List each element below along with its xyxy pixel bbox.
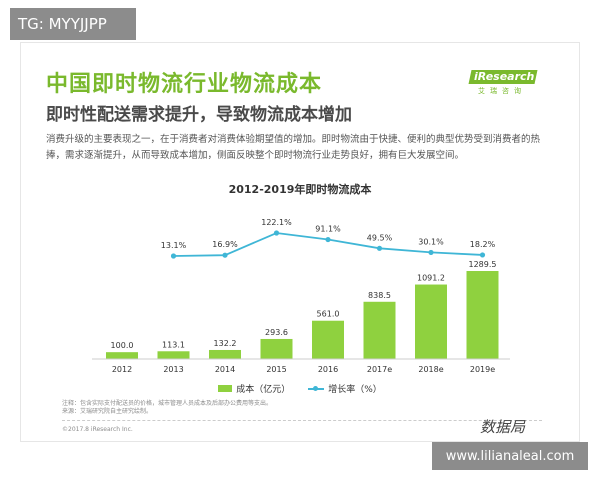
slide-description: 消费升级的主要表现之一，在于消费者对消费体验期望值的增加。即时物流由于快捷、便利… xyxy=(46,134,541,161)
copyright: ©2017.8 iResearch Inc. xyxy=(62,426,133,433)
slide-subtitle: 即时性配送需求提升，导致物流成本增加 xyxy=(46,105,352,125)
logo-text: iResearch xyxy=(474,70,535,83)
x-tick-2016: 2016 xyxy=(318,365,338,374)
bar-2017e xyxy=(363,301,396,359)
legend-bar-swatch xyxy=(218,385,233,392)
slide-title: 中国即时物流行业物流成本 xyxy=(46,72,323,97)
x-tick-2018e: 2018e xyxy=(418,365,443,374)
bar-2014 xyxy=(209,349,241,359)
growth-point-2019e xyxy=(479,252,486,258)
bar-2012 xyxy=(106,352,138,359)
logo-subtext: 艾瑞咨询 xyxy=(478,87,526,95)
bar-label-2013: 113.1 xyxy=(162,340,185,349)
bar-2015 xyxy=(260,338,293,359)
legend-label-cost: 成本（亿元） xyxy=(236,385,291,395)
growth-label-2015: 122.1% xyxy=(261,218,292,227)
legend-item-growth: 增长率（%） xyxy=(308,382,382,395)
watermark-logo: 数据局 xyxy=(480,418,526,436)
bar-label-2017e: 838.5 xyxy=(368,291,391,300)
footer-divider xyxy=(62,420,542,421)
bar-label-2018e: 1091.2 xyxy=(417,274,445,283)
bar-label-2014: 132.2 xyxy=(214,339,237,348)
growth-point-2014 xyxy=(222,252,228,258)
bar-2019e xyxy=(466,271,499,359)
bar-label-2012: 100.0 xyxy=(111,341,134,350)
bar-2013 xyxy=(157,351,190,359)
growth-point-2016 xyxy=(325,236,331,243)
bar-label-2015: 293.6 xyxy=(265,328,288,337)
growth-label-2013: 13.1% xyxy=(161,241,187,250)
growth-label-2014: 16.9% xyxy=(212,240,238,249)
note-line-1: 注释：包含实际支付配送员的价格，城市管理人员成本及后部办公费用等支出。 xyxy=(62,400,273,407)
chart-notes: 注释：包含实际支付配送员的价格，城市管理人员成本及后部办公费用等支出。 来源：艾… xyxy=(62,400,272,416)
website-badge: www.lilianaleal.com xyxy=(432,442,588,470)
legend-item-cost: 成本（亿元） xyxy=(218,382,290,395)
bar-label-2019e: 1289.5 xyxy=(469,260,497,269)
bar-2018e xyxy=(415,284,447,359)
growth-label-2019e: 18.2% xyxy=(470,240,496,249)
growth-label-2018e: 30.1% xyxy=(418,237,444,246)
iresearch-logo: iResearch 艾瑞咨询 xyxy=(468,70,550,98)
note-line-2: 来源：艾瑞研究院自主研究绘制。 xyxy=(62,408,153,415)
growth-point-2015 xyxy=(273,230,280,236)
x-tick-2012: 2012 xyxy=(112,365,132,374)
legend-line-swatch xyxy=(308,385,325,392)
growth-label-2016: 91.1% xyxy=(315,225,341,234)
growth-point-2017e xyxy=(376,245,383,251)
growth-label-2017e: 49.5% xyxy=(367,233,393,242)
x-tick-2019e: 2019e xyxy=(470,365,495,374)
x-tick-2015: 2015 xyxy=(266,365,286,374)
bar-label-2016: 561.0 xyxy=(317,310,340,319)
x-tick-2014: 2014 xyxy=(215,365,235,374)
chart-title: 2012-2019年即时物流成本 xyxy=(228,183,372,196)
growth-point-2018e xyxy=(428,249,434,256)
legend-label-growth: 增长率（%） xyxy=(328,385,382,395)
x-tick-2017e: 2017e xyxy=(367,365,392,374)
tg-badge: TG: MYYJJPP xyxy=(10,8,136,40)
growth-point-2013 xyxy=(170,253,177,259)
x-tick-2013: 2013 xyxy=(163,365,183,374)
chart-legend: 成本（亿元） 增长率（%） xyxy=(0,382,600,395)
bar-2016 xyxy=(312,320,344,359)
report-slide xyxy=(20,42,580,442)
